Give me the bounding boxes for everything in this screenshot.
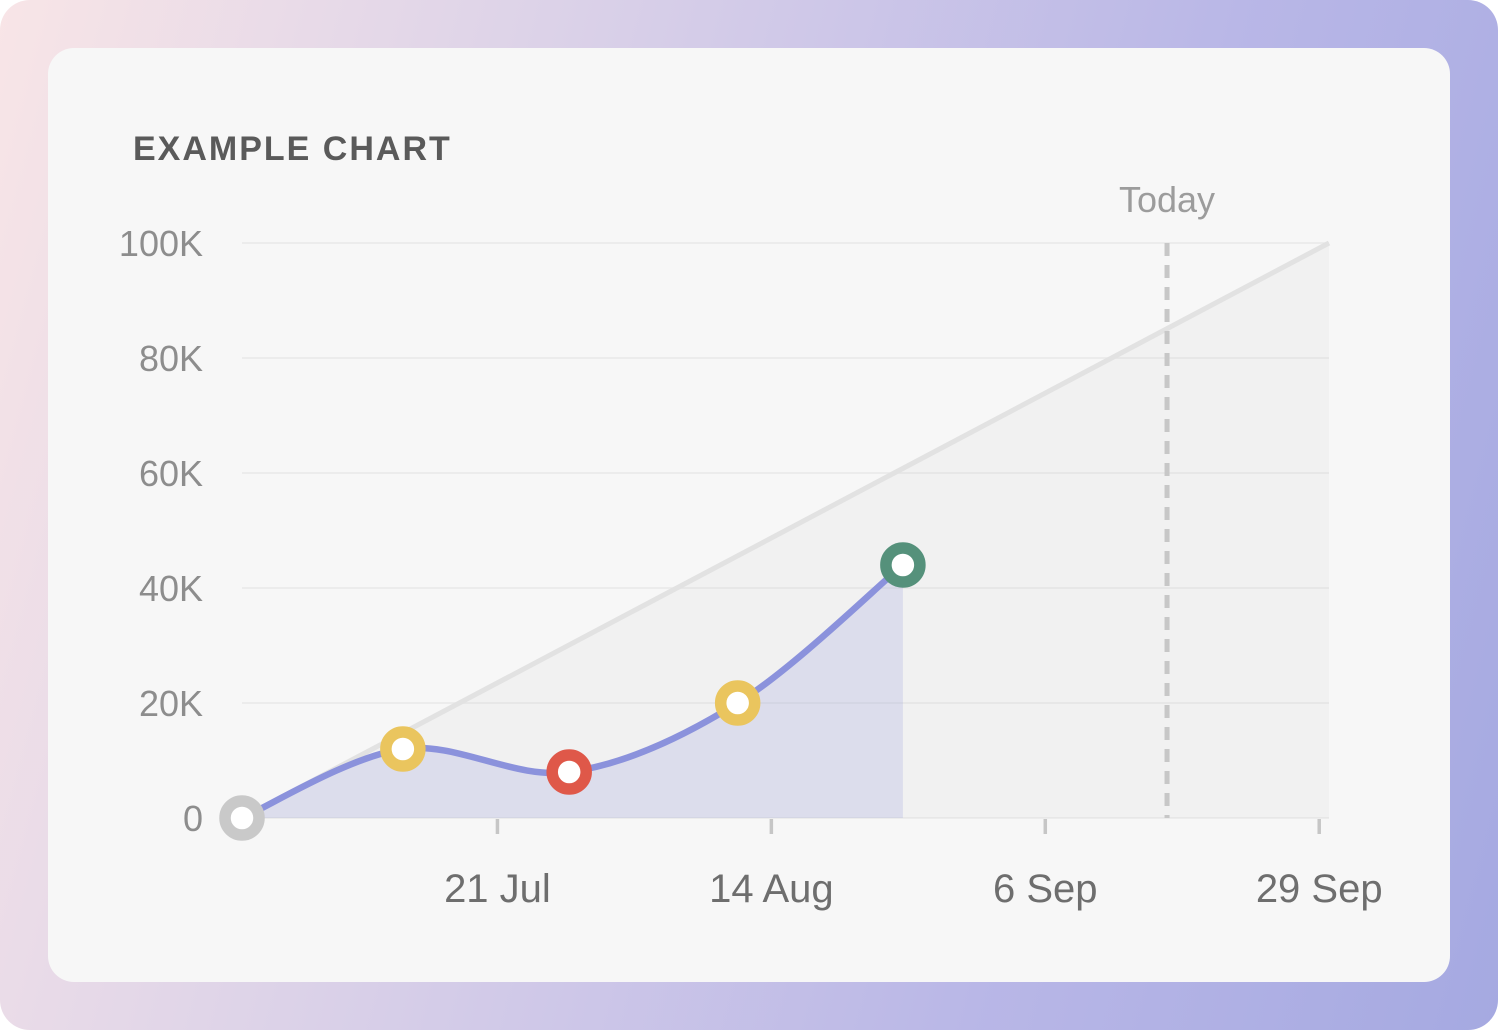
data-point-marker[interactable]: [219, 795, 265, 841]
reference-diagonal-line: [240, 240, 1331, 821]
data-point-marker[interactable]: [714, 680, 761, 726]
gridlines: [242, 242, 1329, 819]
y-axis-label: 80K: [139, 338, 203, 379]
x-axis-label: 29 Sep: [1256, 867, 1383, 911]
data-point-marker[interactable]: [880, 542, 926, 588]
axis-labels: 0 20K 40K 60K 80K 100K 21 Jul 14 Aug 6 S…: [119, 179, 1383, 911]
chart-card: EXAMPLE CHART: [48, 48, 1450, 982]
y-axis-label: 40K: [139, 568, 203, 609]
y-axis-label: 60K: [139, 453, 203, 494]
x-axis-tickmarks: [495, 819, 1321, 834]
y-axis-label: 20K: [139, 683, 203, 724]
today-label: Today: [1119, 179, 1215, 220]
data-point-markers: [219, 542, 926, 841]
x-axis-label: 14 Aug: [709, 867, 834, 911]
x-axis-label: 21 Jul: [444, 867, 551, 911]
chart-title: EXAMPLE CHART: [133, 130, 452, 168]
y-axis-label: 100K: [119, 223, 203, 264]
data-point-marker[interactable]: [546, 749, 592, 795]
y-axis-label: 0: [183, 798, 203, 839]
x-axis-label: 6 Sep: [993, 867, 1098, 911]
data-point-marker[interactable]: [380, 726, 426, 772]
